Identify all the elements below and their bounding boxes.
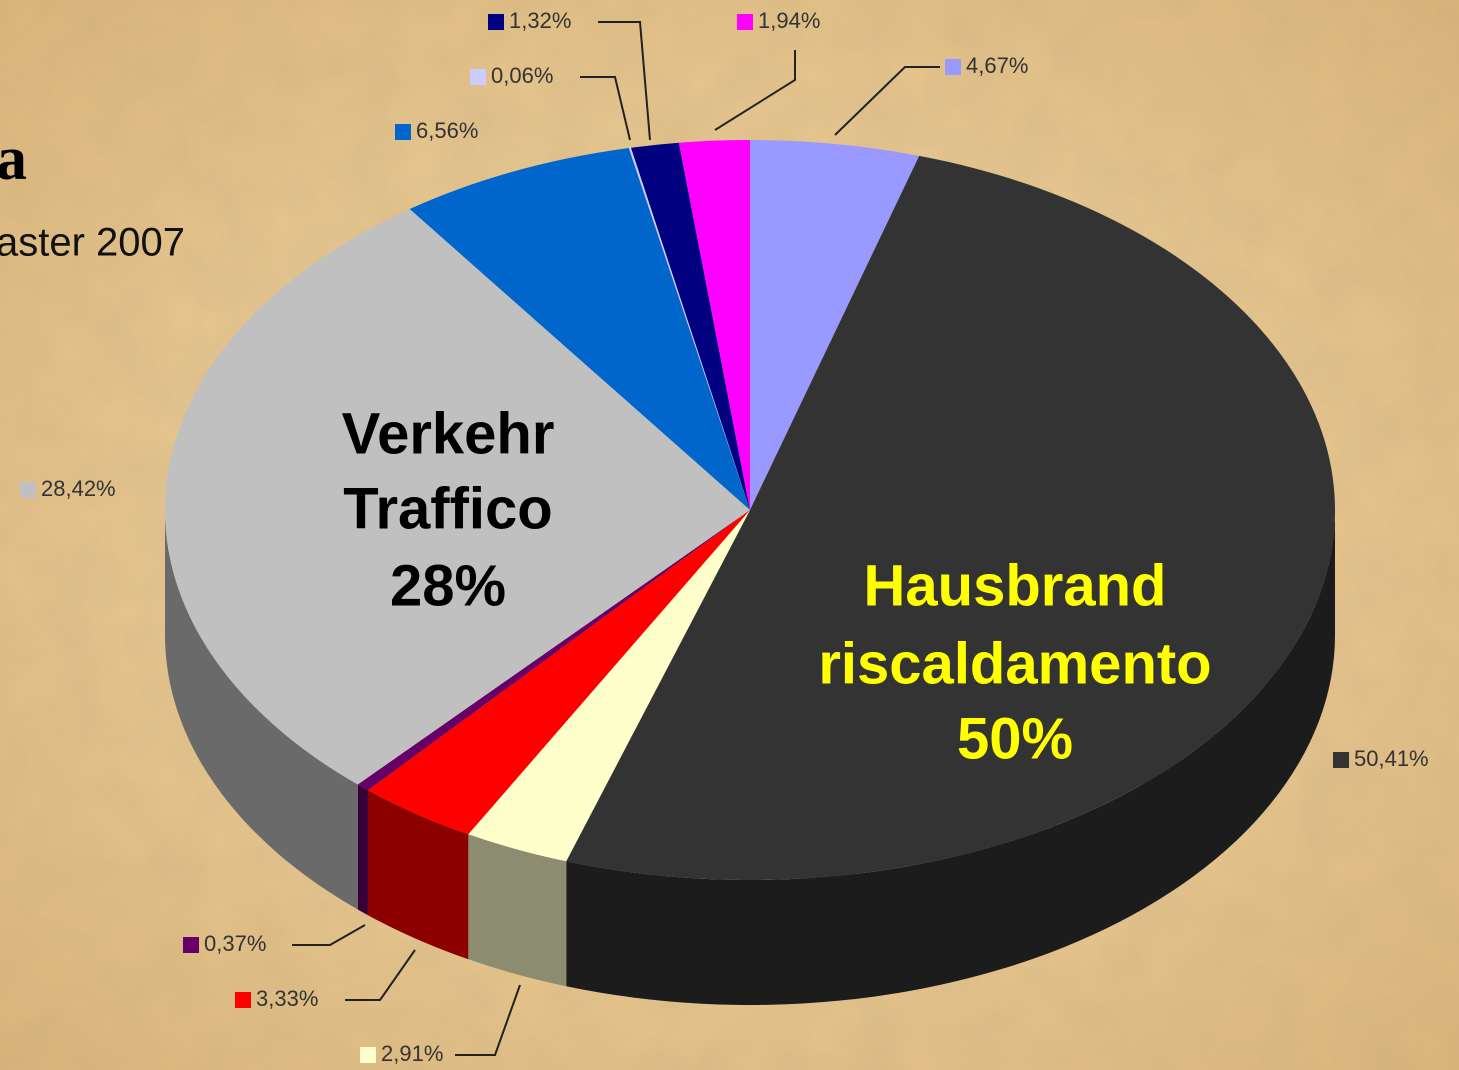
slice [678,140,750,510]
legend-swatch [945,59,961,75]
annotation: 28% [390,553,506,618]
annotation: 50% [957,706,1073,771]
legend-swatch [1333,752,1349,768]
slice [409,148,750,511]
slice-side [468,834,567,987]
legend-swatch [395,124,411,140]
slice [367,510,750,835]
leader-line [292,924,366,946]
legend-swatch [235,992,251,1008]
data-label: 4,67% [966,53,1028,78]
annotation: riscaldamento [818,631,1211,696]
annotations: Verkehr Traffico 28% Hausbrand riscaldamento… [342,401,1212,771]
annotation: Traffico [343,476,553,541]
leader-line [455,984,521,1056]
data-label: 1,32% [509,8,571,33]
slice [357,510,750,791]
leader-line [834,66,940,136]
data-label: 0,37% [204,931,266,956]
legend-swatch [470,69,486,85]
annotation: Verkehr [342,401,555,466]
slice [566,155,1335,880]
data-label: 0,06% [491,63,553,88]
legend-swatch [488,14,504,30]
slice-side [165,510,358,910]
slice [468,510,750,862]
slice [628,147,750,510]
data-label: 2,91% [381,1041,443,1066]
data-labels: 4,67% 50,41% 2,91% 3,33% 0,37% 28,42% 6,56% 0,0… [20,8,1429,1066]
data-label: 1,94% [758,8,820,33]
leader-line [598,21,651,141]
slice [165,209,750,785]
chart-subtitle: aster 2007 [0,221,185,265]
leader-line [345,949,416,1001]
leader-line [714,50,796,131]
data-label: 3,33% [256,986,318,1011]
legend-swatch [20,482,36,498]
data-label: 6,56% [416,118,478,143]
legend-swatch [737,14,753,30]
slice-side [367,790,469,960]
pie-sides [165,510,1335,1006]
annotation: Hausbrand [864,553,1167,618]
legend-swatch [360,1047,376,1063]
slice-side [566,510,1335,1006]
slice-side [357,784,368,916]
slice [630,142,750,510]
pie-tops [165,140,1335,880]
leader-line [580,76,631,141]
legend-swatch [183,937,199,953]
slice [750,140,920,510]
chart-title: a [0,125,27,193]
data-label: 50,41% [1354,746,1429,771]
data-label: 28,42% [41,476,116,501]
